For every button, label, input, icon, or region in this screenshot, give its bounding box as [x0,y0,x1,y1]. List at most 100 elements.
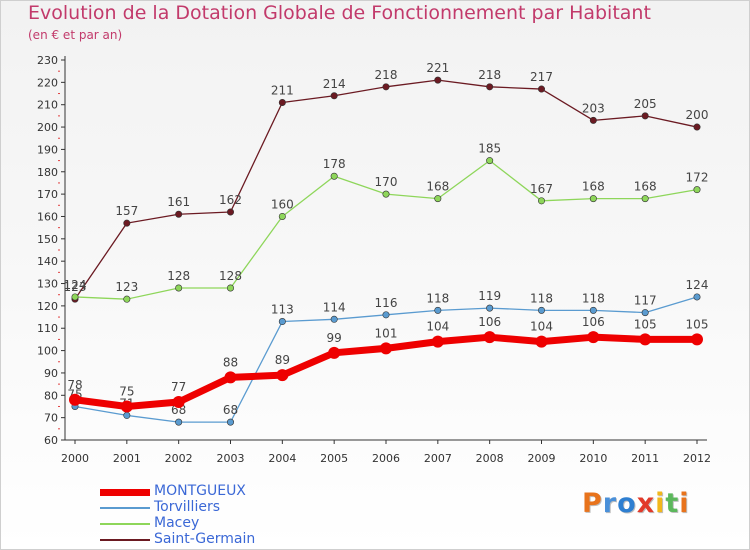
proxiti-logo: Proxiti [582,488,690,519]
data-point-macey-2006 [382,190,390,198]
data-label-macey-2012: 172 [686,171,709,185]
x-tick-label-2009: 2009 [528,452,556,465]
data-point-montgueux-2011 [639,333,652,346]
data-point-montgueux-2012 [691,333,703,346]
x-tick-label-2002: 2002 [165,452,193,465]
y-tick-label-200: 200 [37,121,58,134]
data-label-macey-2007: 168 [426,180,449,194]
data-point-saint-germain-2011 [641,112,649,120]
data-label-montgueux-2008: 106 [478,315,501,329]
y-tick-label-80: 80 [44,389,58,402]
data-point-torvilliers-2006 [382,311,390,319]
data-point-saint-germain-2005 [330,92,338,100]
legend-label-macey: Macey [154,515,200,531]
data-point-saint-germain-2008 [486,83,494,91]
data-point-macey-2002 [175,284,183,292]
data-point-saint-germain-2002 [175,210,183,218]
data-point-montgueux-2007 [431,335,444,348]
legend-swatch-saint-germain [100,539,150,541]
data-point-macey-2000 [71,293,79,301]
data-label-saint-germain-2007: 221 [426,61,449,75]
data-point-saint-germain-2006 [382,83,390,91]
legend-swatch-montgueux [100,488,150,496]
data-label-montgueux-2000: 78 [67,378,82,392]
data-label-macey-2004: 160 [271,197,294,211]
logo-letter: x [636,488,656,519]
data-label-saint-germain-2009: 217 [530,70,553,84]
data-label-saint-germain-2011: 205 [634,97,657,111]
y-tick-label-60: 60 [44,434,58,447]
legend-label-montgueux: MONTGUEUX [154,483,246,499]
logo-letter: i [655,488,666,519]
x-tick-label-2008: 2008 [476,452,504,465]
data-point-torvilliers-2001 [123,411,131,419]
data-label-macey-2003: 128 [219,269,242,283]
data-label-montgueux-2004: 89 [275,353,290,367]
data-point-macey-2007 [434,195,442,203]
data-point-macey-2011 [641,195,649,203]
data-label-saint-germain-2012: 200 [686,108,709,122]
data-label-saint-germain-2006: 218 [375,68,398,82]
data-label-macey-2008: 185 [478,142,501,156]
data-label-macey-2011: 168 [634,180,657,194]
data-point-torvilliers-2007 [434,306,442,314]
x-tick-label-2006: 2006 [372,452,400,465]
data-label-macey-2006: 170 [375,175,398,189]
x-tick-label-2011: 2011 [631,452,659,465]
data-label-saint-germain-2010: 203 [582,101,605,115]
data-label-torvilliers-2010: 118 [582,291,605,305]
legend-swatch-macey [100,523,150,525]
data-label-torvilliers-2004: 113 [271,303,294,317]
data-label-montgueux-2005: 99 [327,331,342,345]
x-tick-label-2012: 2012 [683,452,711,465]
data-point-macey-2004 [278,212,286,220]
data-label-macey-2001: 123 [115,280,138,294]
x-tick-label-2007: 2007 [424,452,452,465]
y-tick-label-90: 90 [44,367,58,380]
data-label-montgueux-2012: 105 [686,317,709,331]
data-label-montgueux-2006: 101 [375,326,398,340]
data-label-torvilliers-2011: 117 [634,294,657,308]
x-tick-label-2004: 2004 [268,452,296,465]
data-point-macey-2008 [486,157,494,165]
legend-label-torvilliers: Torvilliers [154,499,221,515]
data-label-saint-germain-2002: 161 [167,195,190,209]
data-label-saint-germain-2005: 214 [323,77,346,91]
data-point-montgueux-2003 [224,371,237,384]
data-label-montgueux-2001: 75 [119,384,134,398]
legend-label-saint-germain: Saint-Germain [154,531,256,547]
data-label-torvilliers-2006: 116 [375,296,398,310]
data-point-montgueux-2006 [380,342,392,355]
data-point-torvilliers-2011 [641,309,649,317]
legend-swatch-torvilliers [100,507,150,509]
data-label-saint-germain-2008: 218 [478,68,501,82]
logo-letter: i [679,488,690,519]
y-tick-label-130: 130 [37,278,58,291]
logo-letter: o [617,488,637,519]
y-tick-label-100: 100 [37,345,58,358]
data-label-torvilliers-2009: 118 [530,291,553,305]
y-tick-label-160: 160 [37,210,58,223]
data-label-saint-germain-2003: 162 [219,193,242,207]
y-tick-label-180: 180 [37,166,58,179]
data-label-macey-2009: 167 [530,182,553,196]
data-point-saint-germain-2010 [589,116,597,124]
data-point-macey-2001 [123,295,131,303]
data-label-montgueux-2010: 106 [582,315,605,329]
data-point-macey-2010 [589,195,597,203]
data-label-torvilliers-2008: 119 [478,289,501,303]
data-label-montgueux-2009: 104 [530,320,553,334]
y-tick-label-120: 120 [37,300,58,313]
data-label-torvilliers-2005: 114 [323,300,346,314]
y-tick-label-110: 110 [37,322,58,335]
data-point-saint-germain-2012 [693,123,701,131]
data-point-macey-2003 [227,284,235,292]
data-point-montgueux-2004 [276,369,289,382]
data-label-montgueux-2003: 88 [223,355,238,369]
data-point-saint-germain-2007 [434,76,442,84]
data-point-torvilliers-2005 [330,315,338,323]
data-label-montgueux-2002: 77 [171,380,186,394]
x-tick-label-2005: 2005 [320,452,348,465]
y-tick-label-140: 140 [37,255,58,268]
